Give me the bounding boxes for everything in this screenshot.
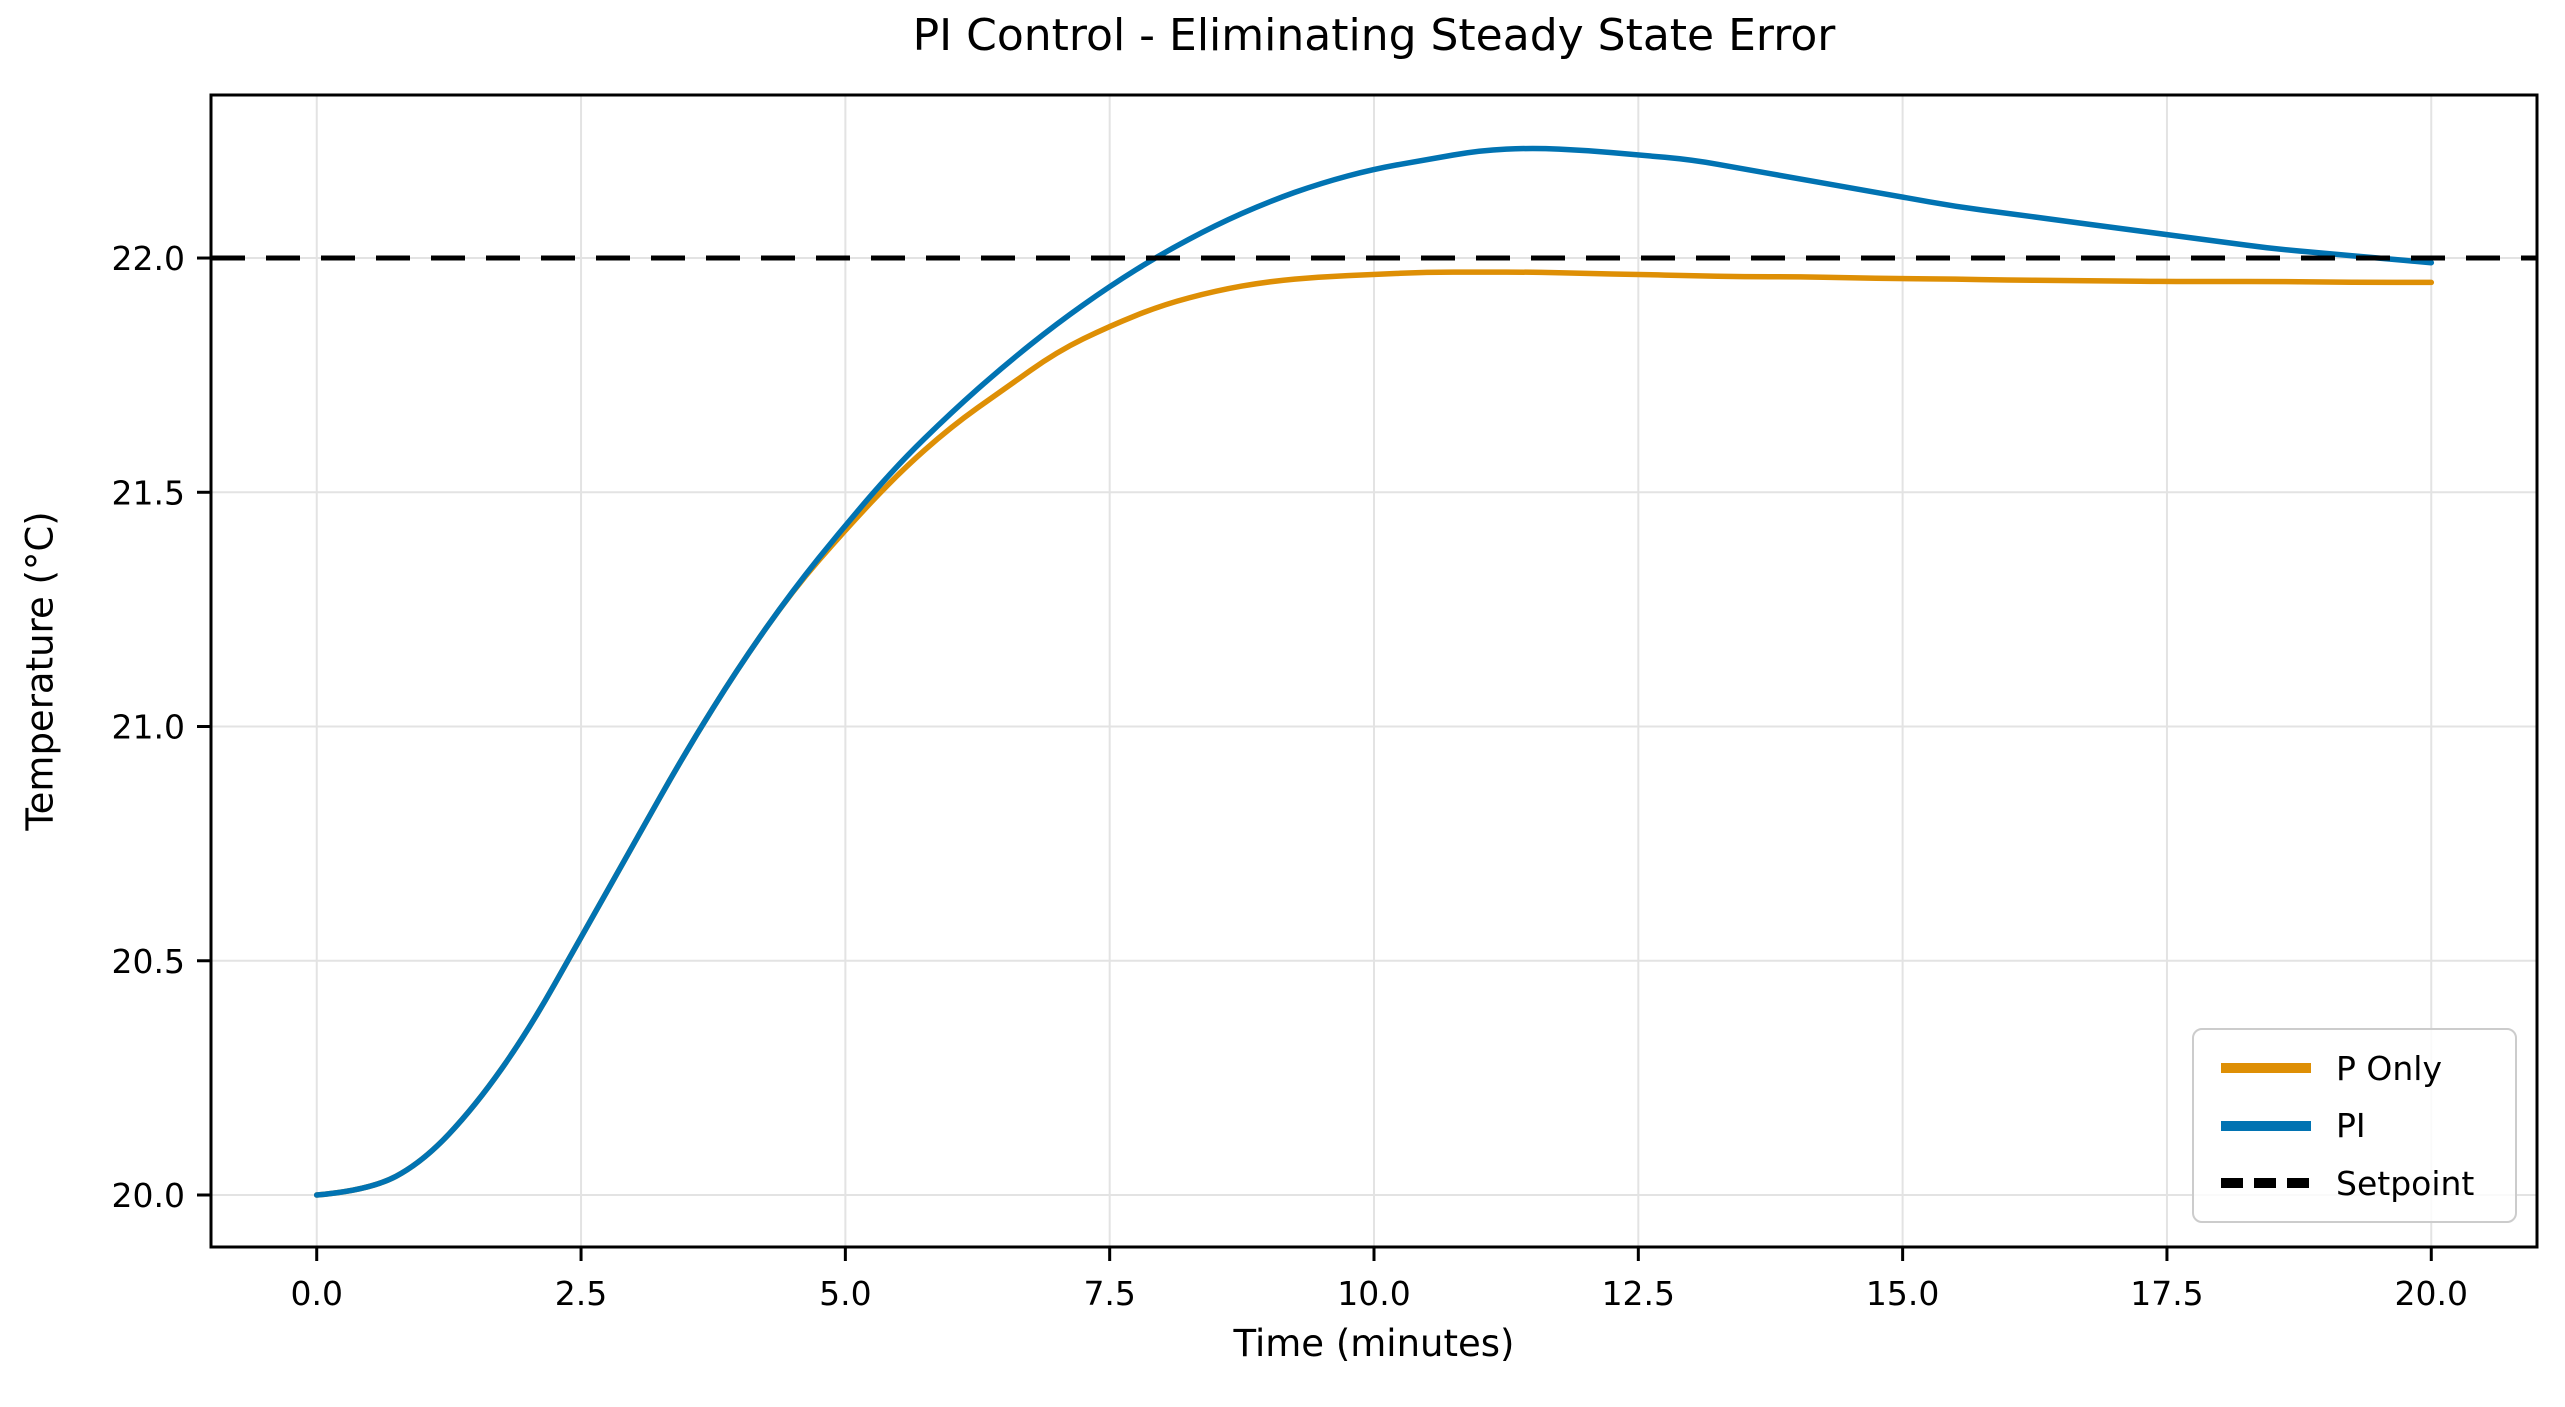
pi-line (313, 145, 2435, 1198)
legend-item-setpoint: Setpoint (2220, 1164, 2515, 1203)
pi-swatch-icon (2221, 1120, 2311, 1131)
legend-label-p-only: P Only (2336, 1048, 2442, 1088)
axes (197, 93, 2539, 1261)
y-tick-label: 22.0 (112, 239, 185, 278)
x-tick-label: 7.5 (1083, 1274, 1135, 1313)
x-axis-label: Time (minutes) (1233, 1322, 1515, 1365)
x-tick-label: 10.0 (1337, 1274, 1410, 1313)
y-tick-label: 20.0 (112, 1176, 185, 1215)
legend-label-setpoint: Setpoint (2336, 1163, 2475, 1203)
y-tick-label: 21.5 (112, 473, 185, 512)
legend-label-pi: PI (2336, 1106, 2366, 1145)
grid-lines (211, 95, 2537, 1247)
x-tick-label: 2.5 (555, 1274, 607, 1313)
y-axis-label: Temperature (°C) (18, 511, 62, 831)
legend-item-pi: PI (2220, 1106, 2515, 1145)
setpoint-swatch-icon (2221, 1178, 2311, 1188)
x-tick-label: 17.5 (2130, 1274, 2203, 1313)
legend-item-p-only: P Only (2220, 1049, 2515, 1088)
chart-title: PI Control - Eliminating Steady State Er… (912, 10, 1836, 61)
x-tick-label: 12.5 (1602, 1274, 1675, 1313)
data-series (211, 145, 2537, 1198)
y-tick-label: 20.5 (112, 942, 185, 981)
x-tick-label: 20.0 (2395, 1274, 2468, 1313)
y-tick-label: 21.0 (112, 708, 185, 747)
x-tick-label: 5.0 (819, 1274, 871, 1313)
x-tick-label: 0.0 (290, 1274, 342, 1313)
legend: P Only PI Setpoint (2192, 1028, 2517, 1223)
x-tick-label: 15.0 (1866, 1274, 1939, 1313)
tick-labels: 0.0 2.5 5.0 7.5 10.0 12.5 15.0 17.5 20.0 20.0 20.5… (112, 239, 2468, 1313)
p-only-swatch-icon (2221, 1063, 2311, 1073)
